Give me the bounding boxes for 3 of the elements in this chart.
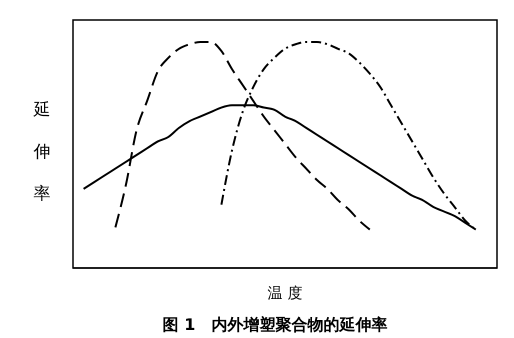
text: 图 1 内外增塑聚合物的延伸率 <box>162 315 388 334</box>
x-axis-title: 温 度 <box>268 284 302 302</box>
text: 延伸率 <box>34 100 50 204</box>
